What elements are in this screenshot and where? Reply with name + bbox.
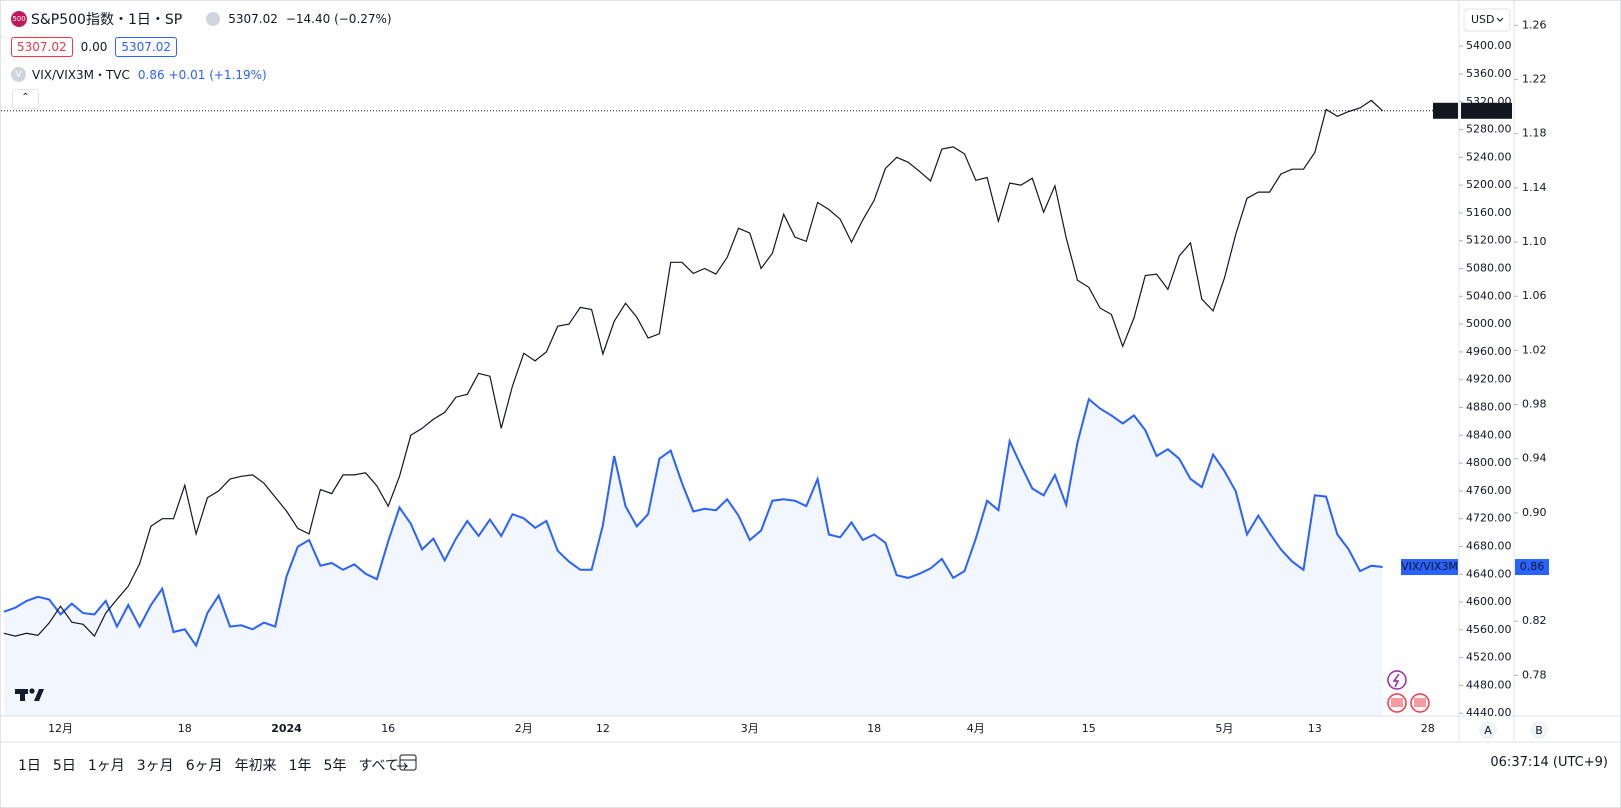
range-button[interactable]: 5年: [323, 758, 347, 774]
y-tick-label: 4760.00: [1466, 484, 1512, 497]
y-tick-label: 5080.00: [1466, 262, 1512, 275]
x-tick-label: 12月: [48, 722, 73, 735]
area: [4, 399, 1383, 716]
x-tick-label: 18: [178, 722, 192, 735]
x-tick-label: 18: [867, 722, 881, 735]
dropdown-icon: [1496, 17, 1504, 22]
y-tick-label: 5200.00: [1466, 178, 1512, 191]
y2-tick-label: 0.98: [1522, 398, 1547, 411]
x-tick-label: 16: [381, 722, 395, 735]
y-tick-label: 4960.00: [1466, 345, 1512, 358]
y2-tick-label: 1.06: [1522, 289, 1547, 302]
legend-chips: 5307.02 0.00 5307.02: [11, 37, 177, 57]
y-tick-label: 4480.00: [1466, 678, 1512, 691]
y2-tick-label: 1.18: [1522, 127, 1547, 140]
range-button[interactable]: 6ヶ月: [185, 758, 223, 774]
x-tick-label: 13: [1308, 722, 1322, 735]
scale-button[interactable]: [1479, 721, 1497, 739]
y-tick-label: 5040.00: [1466, 289, 1512, 302]
range-button[interactable]: 1ヶ月: [87, 758, 125, 774]
y-tick-label: 4440.00: [1466, 706, 1512, 719]
y2-tick-label: 1.02: [1522, 343, 1547, 356]
y-tick-label: 4920.00: [1466, 373, 1512, 386]
price-change: −14.40 (−0.27%): [285, 12, 392, 26]
y-tick-label: 5240.00: [1466, 150, 1512, 163]
y2-tick-label: 1.22: [1522, 73, 1547, 86]
y-tick-label: 4880.00: [1466, 400, 1512, 413]
range-button[interactable]: すべて: [358, 758, 399, 774]
y-tick-label: 5360.00: [1466, 67, 1512, 80]
x-tick-label: 15: [1082, 722, 1096, 735]
x-tick-label: 2024: [271, 722, 302, 735]
value-badge-label: 5307.02: [1464, 104, 1510, 117]
y2-tick-label: 1.10: [1522, 235, 1547, 248]
compare-last: 0.86: [137, 67, 165, 82]
compare-title[interactable]: VIX/VIX3M・TVC: [32, 68, 130, 82]
x-tick-label: 5月: [1215, 722, 1233, 735]
spread: 0.00: [80, 40, 108, 54]
y2-tick-label: 1.26: [1522, 18, 1547, 31]
range-button[interactable]: 年初来: [234, 758, 277, 774]
scale-button-label: A: [1484, 724, 1492, 737]
tv-logo: [15, 688, 44, 701]
clock: 06:37:14 (UTC+9): [1490, 755, 1608, 770]
y-tick-label: 4520.00: [1466, 651, 1512, 664]
y2-tick-label: 0.94: [1522, 452, 1547, 465]
y-tick-label: 4720.00: [1466, 512, 1512, 525]
symbol-logo: 500: [11, 11, 27, 27]
y2-tick-label: 0.90: [1522, 506, 1547, 519]
symbol-title[interactable]: S&P500指数・1日・SP: [31, 12, 183, 28]
x-tick-label: 12: [596, 722, 610, 735]
series-badge-label: VIX/VIX3M: [1401, 560, 1458, 573]
toolbar: 1日 5日 1ヶ月 3ヶ月 6ヶ月 年初来 1年 5年 すべて: [13, 751, 404, 779]
sell-chip[interactable]: 5307.02: [11, 37, 73, 57]
x-tick-label: 28: [1421, 722, 1435, 735]
last-price: 5307.02: [228, 12, 278, 26]
series-badge: [1433, 102, 1458, 119]
series-badge-label: SPX: [1435, 104, 1457, 117]
x-tick-label: 4月: [967, 722, 985, 735]
x-tick-label: 3月: [741, 722, 759, 735]
value-badge-label: 0.86: [1520, 560, 1545, 573]
collapse-button[interactable]: ⌃: [12, 89, 39, 109]
line: [3, 397, 1383, 648]
currency-button[interactable]: [1463, 8, 1511, 32]
legend-compare: V VIX/VIX3M・TVC 0.86 +0.01 (+1.19%): [11, 66, 267, 83]
line: [3, 99, 1384, 638]
scale-button-label: B: [1535, 724, 1543, 737]
y-tick-label: 5000.00: [1466, 317, 1512, 330]
y-tick-label: 5400.00: [1466, 39, 1512, 52]
range-button[interactable]: 1年: [288, 758, 312, 774]
y-tick-label: 4840.00: [1466, 428, 1512, 441]
y-tick-label: 5160.00: [1466, 206, 1512, 219]
legend-main: 500 S&P500指数・1日・SP 5307.02 −14.40 (−0.27…: [11, 9, 392, 29]
calendar-icon[interactable]: [397, 754, 417, 771]
value-badge: [1461, 102, 1512, 119]
range-button[interactable]: 3ヶ月: [136, 758, 174, 774]
y-tick-label: 5120.00: [1466, 234, 1512, 247]
y-tick-label: 4600.00: [1466, 595, 1512, 608]
y-tick-label: 4560.00: [1466, 623, 1512, 636]
y-tick-label: 4640.00: [1466, 567, 1512, 580]
compare-icon: V: [11, 67, 26, 82]
y2-tick-label: 0.78: [1522, 668, 1547, 681]
series-badge: [1401, 559, 1458, 576]
y-tick-label: 4680.00: [1466, 539, 1512, 552]
compare-change: +0.01 (+1.19%): [168, 67, 267, 82]
hide-button[interactable]: [206, 12, 221, 26]
buy-chip[interactable]: 5307.02: [115, 37, 177, 57]
range-button[interactable]: 5日: [52, 758, 76, 774]
event-icons: [1387, 670, 1430, 713]
y2-tick-label: 0.82: [1522, 614, 1547, 627]
range-button[interactable]: 1日: [18, 758, 41, 774]
scale-button[interactable]: [1530, 721, 1548, 739]
y2-tick-label: 1.14: [1522, 181, 1547, 194]
x-tick-label: 2月: [515, 722, 533, 735]
value-badge: [1515, 559, 1549, 576]
y-tick-label: 5280.00: [1466, 123, 1512, 136]
y-tick-label: 4800.00: [1466, 456, 1512, 469]
currency-label: USD: [1471, 13, 1495, 26]
